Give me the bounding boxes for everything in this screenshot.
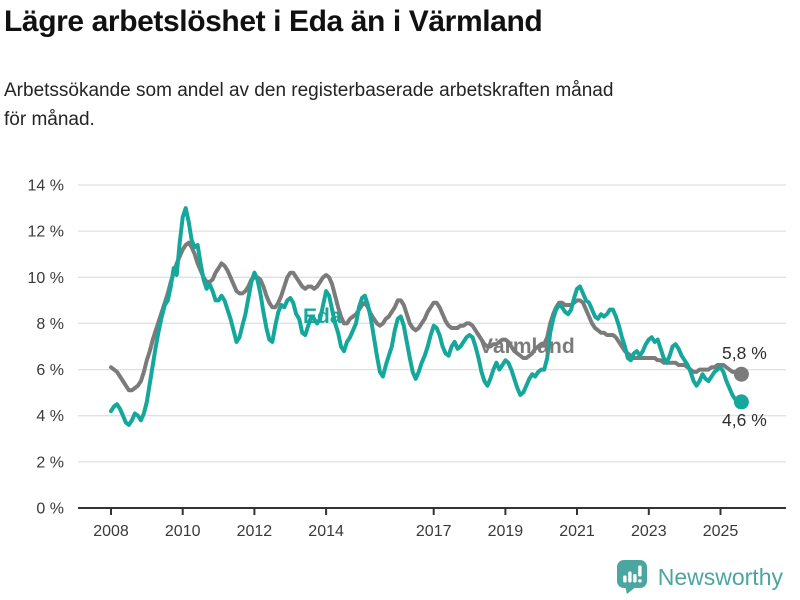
y-axis-tick-label: 6 % <box>36 362 64 379</box>
eda-end-value-label: 4,6 % <box>722 410 767 430</box>
page-title: Lägre arbetslöshet i Eda än i Värmland <box>4 5 543 38</box>
vrmland-end-dot <box>733 366 749 382</box>
eda-end-dot <box>733 394 749 410</box>
bar-3 <box>632 574 637 583</box>
brand-name: Newsworthy <box>657 563 783 590</box>
exclamation-dot <box>637 579 642 583</box>
unemployment-line-chart: 0 % 2 % 4 % 6 % 8 % 10 % 12 % 14 % 2008 2010 2012 2… <box>28 178 786 540</box>
newsworthy-branding: Newsworthy <box>615 559 783 595</box>
newsworthy-logo-icon <box>616 560 647 594</box>
y-axis-tick-label: 10 % <box>28 270 64 287</box>
vrmland-end-value-label: 5,8 % <box>722 343 767 363</box>
bar-1 <box>622 575 627 583</box>
x-axis-tick-label: 2017 <box>416 523 452 540</box>
vrmland-line <box>109 240 744 393</box>
x-axis-tick-label: 2014 <box>308 523 344 540</box>
x-axis-tick-label: 2012 <box>237 523 273 540</box>
x-axis-tick-label: 2025 <box>703 523 739 540</box>
y-axis-tick-label: 2 % <box>36 454 64 471</box>
x-axis-tick-label: 2023 <box>631 523 667 540</box>
y-axis-tick-label: 8 % <box>36 316 64 333</box>
y-axis-tick-label: 0 % <box>36 501 64 518</box>
exclamation-bar <box>637 565 642 577</box>
x-axis-tick-label: 2019 <box>488 523 524 540</box>
chart-subtitle: Arbetssökande som andel av den registerb… <box>4 76 613 135</box>
vrmland-series-label: Värmland <box>479 335 575 358</box>
x-axis-tick-label: 2010 <box>165 523 201 540</box>
x-axis-tick-label: 2021 <box>559 523 595 540</box>
y-axis-tick-label: 12 % <box>28 224 64 241</box>
x-axis-tick-label: 2008 <box>93 523 129 540</box>
y-axis-tick-label: 4 % <box>36 408 64 425</box>
eda-line <box>109 206 744 427</box>
y-axis-tick-label: 14 % <box>28 178 64 195</box>
eda-series-label: Eda <box>303 305 342 328</box>
subtitle-line-2: för månad. <box>4 109 95 131</box>
subtitle-line-1: Arbetssökande som andel av den registerb… <box>4 80 614 101</box>
speech-bubble <box>616 560 647 588</box>
bar-2 <box>627 571 632 583</box>
